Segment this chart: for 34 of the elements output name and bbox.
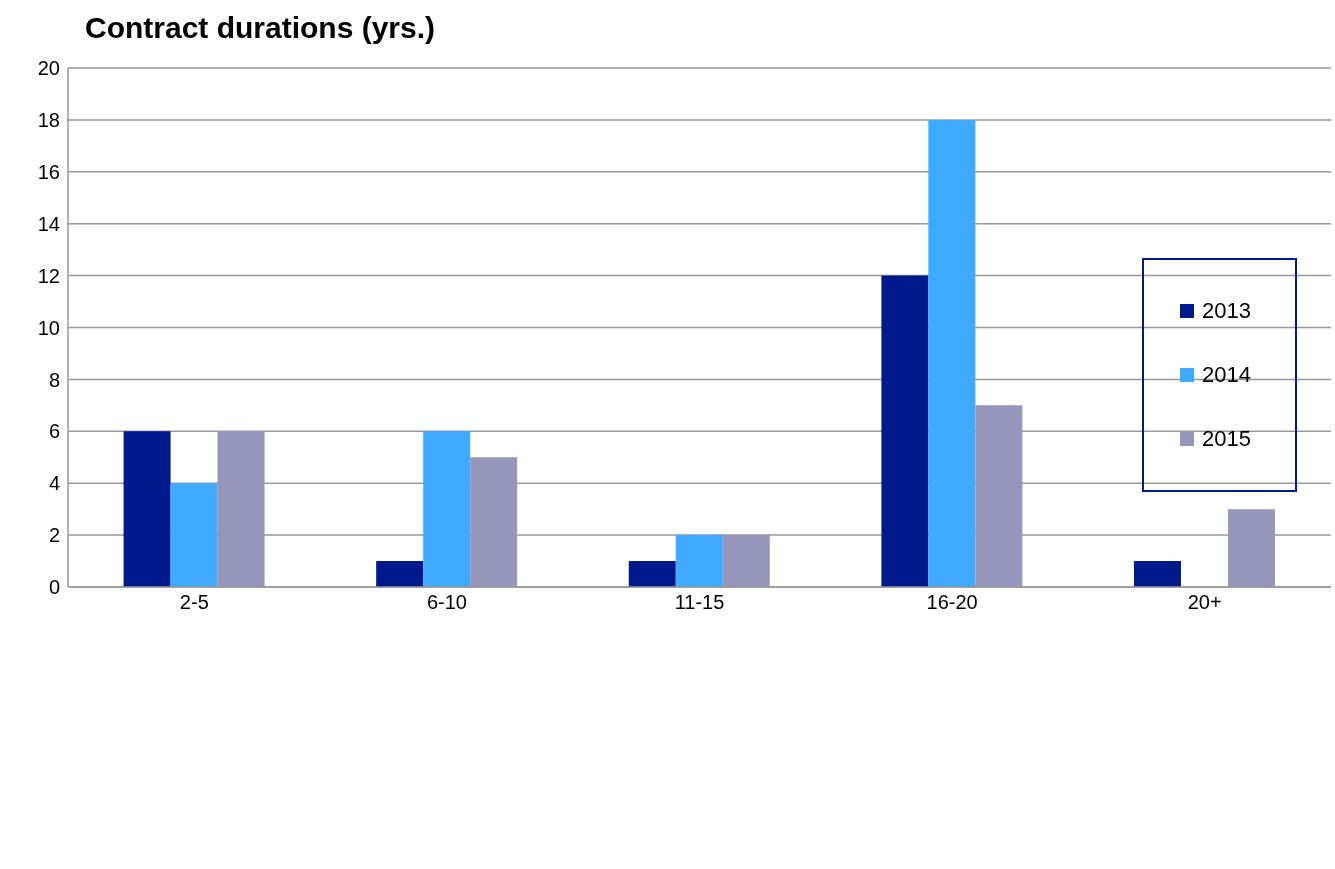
x-tick-label: 16-20 — [926, 591, 978, 614]
bar — [170, 483, 218, 587]
x-tick-label: 6-10 — [426, 591, 467, 614]
legend-label: 2014 — [1202, 362, 1251, 388]
bar — [675, 535, 723, 587]
y-tick-label: 2 — [48, 524, 60, 547]
y-tick-label: 4 — [48, 472, 60, 495]
legend-label: 2013 — [1202, 298, 1251, 324]
legend-label: 2015 — [1202, 426, 1251, 452]
bar — [1227, 509, 1275, 587]
bar — [123, 431, 171, 587]
bar — [376, 561, 424, 587]
y-tick-label: 0 — [48, 576, 60, 599]
y-tick-label: 16 — [37, 160, 60, 183]
y-tick-label: 8 — [48, 368, 60, 391]
bar — [470, 457, 518, 587]
bar — [423, 431, 471, 587]
x-tick-label: 20+ — [1187, 591, 1222, 614]
bar — [628, 561, 676, 587]
y-tick-label: 12 — [37, 264, 60, 287]
bar — [975, 405, 1023, 587]
x-tick-label: 11-15 — [674, 591, 725, 614]
chart-title: Contract durations (yrs.) — [84, 10, 437, 46]
y-tick-label: 6 — [48, 420, 60, 443]
y-tick-label: 20 — [37, 57, 60, 80]
bar — [722, 535, 770, 587]
bar — [881, 275, 929, 587]
y-tick-label: 18 — [37, 109, 60, 131]
bar — [928, 119, 976, 587]
bar — [1133, 561, 1181, 587]
bar — [217, 431, 265, 587]
y-tick-label: 10 — [37, 316, 60, 339]
y-tick-label: 14 — [37, 212, 60, 235]
x-tick-label: 2-5 — [179, 591, 209, 614]
